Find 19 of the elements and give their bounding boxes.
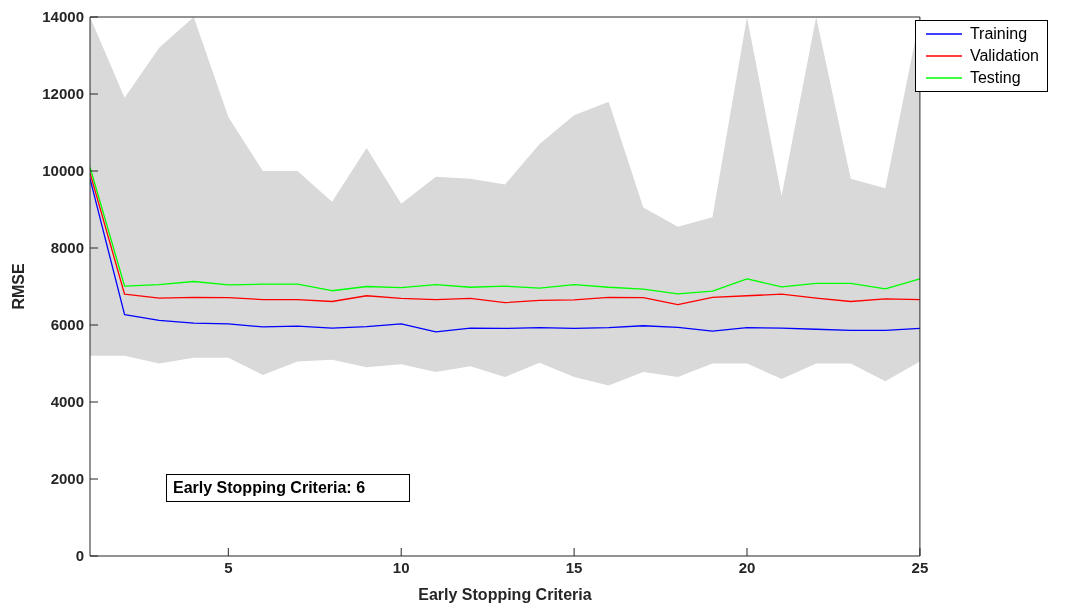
x-axis-title: Early Stopping Criteria bbox=[418, 586, 592, 603]
x-tick-label: 15 bbox=[565, 558, 583, 576]
legend-label: Validation bbox=[969, 46, 1039, 66]
y-axis-title: RMSE bbox=[9, 263, 27, 310]
y-tick-label: 2000 bbox=[50, 470, 84, 488]
y-tick-label: 8000 bbox=[50, 239, 84, 257]
y-tick-label: 4000 bbox=[50, 393, 84, 411]
x-tick-label: 25 bbox=[911, 558, 929, 576]
x-tick-label: 10 bbox=[392, 558, 410, 576]
y-tick-label: 12000 bbox=[42, 85, 84, 103]
legend-label: Training bbox=[969, 24, 1028, 44]
x-tick-label: 20 bbox=[738, 558, 756, 576]
y-tick-label: 0 bbox=[75, 547, 84, 565]
y-tick-label: 14000 bbox=[42, 8, 84, 26]
legend-label: Testing bbox=[969, 68, 1021, 88]
x-tick-label: 5 bbox=[224, 558, 233, 576]
y-tick-label: 6000 bbox=[50, 316, 84, 334]
annotation: Early Stopping Criteria: 6 bbox=[166, 474, 410, 502]
y-tick-label: 10000 bbox=[42, 162, 84, 180]
